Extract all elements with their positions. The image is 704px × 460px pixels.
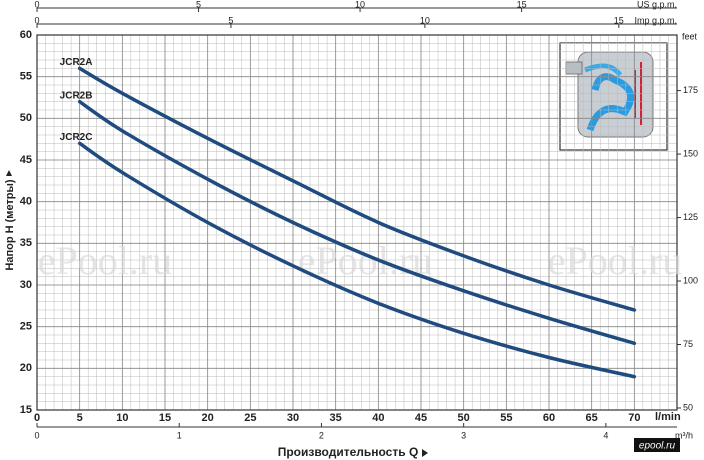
y-tick-label: 40 bbox=[20, 196, 32, 208]
watermark: ePool.ru bbox=[548, 238, 682, 283]
x-tick-label: 15 bbox=[159, 412, 171, 424]
watermark: ePool.ru bbox=[38, 238, 172, 283]
watermark: ePool.ru bbox=[298, 238, 432, 283]
y-tick-label: 20 bbox=[20, 362, 32, 374]
extra-axis-tick-label: 5 bbox=[196, 0, 201, 9]
x-tick-label: 35 bbox=[330, 412, 342, 424]
series-label: JCR2C bbox=[60, 132, 93, 143]
extra-axis-tick-label: 0 bbox=[34, 430, 39, 440]
pump-inlet bbox=[565, 61, 583, 75]
y-tick-label: 35 bbox=[20, 237, 32, 249]
series-label: JCR2A bbox=[60, 57, 93, 68]
extra-axis-tick-label: 3 bbox=[461, 430, 466, 440]
flow-arrow bbox=[584, 63, 623, 77]
x-tick-label: 30 bbox=[287, 412, 299, 424]
y-tick-label: 55 bbox=[20, 71, 32, 83]
extra-axis-tick-label: 10 bbox=[420, 15, 430, 25]
extra-axis-tick-label: 1 bbox=[177, 430, 182, 440]
extra-axis-tick-label: 15 bbox=[517, 0, 527, 9]
y2-axis-label: feet bbox=[682, 31, 698, 41]
x-tick-label: 40 bbox=[372, 412, 384, 424]
curve bbox=[77, 141, 637, 379]
curve bbox=[77, 99, 637, 346]
extra-axis-tick-label: 5 bbox=[228, 15, 233, 25]
x-axis-label: Производительность Q bbox=[278, 445, 419, 459]
x-arrow bbox=[422, 449, 428, 457]
y-tick-label: 15 bbox=[20, 404, 32, 416]
curve bbox=[77, 66, 637, 312]
x-tick-label: 10 bbox=[116, 412, 128, 424]
y-tick-label: 60 bbox=[20, 29, 32, 41]
y-tick-label: 50 bbox=[20, 112, 32, 124]
x-tick-label: 45 bbox=[415, 412, 427, 424]
y2-tick-label: 150 bbox=[683, 148, 698, 158]
y2-tick-label: 175 bbox=[683, 85, 698, 95]
extra-axis-tick-label: 0 bbox=[34, 0, 39, 9]
extra-axis-tick-label: 15 bbox=[614, 15, 624, 25]
x-tick-label: 70 bbox=[628, 412, 640, 424]
extra-axis-tick-label: 4 bbox=[603, 430, 608, 440]
y2-tick-label: 125 bbox=[683, 212, 698, 222]
pump-inset bbox=[559, 42, 668, 151]
extra-axis-tick-label: 2 bbox=[319, 430, 324, 440]
y2-tick-label: 75 bbox=[683, 339, 693, 349]
extra-axis-label: m³/h bbox=[675, 430, 693, 440]
y2-tick-label: 50 bbox=[683, 402, 693, 412]
logo-box bbox=[634, 438, 680, 452]
x-tick-label: 65 bbox=[586, 412, 598, 424]
extra-axis-tick-label: 0 bbox=[34, 15, 39, 25]
x-unit: l/min bbox=[655, 411, 681, 423]
series-label: JCR2B bbox=[60, 90, 93, 101]
x-tick-label: 60 bbox=[543, 412, 555, 424]
y-tick-label: 25 bbox=[20, 321, 32, 333]
y2-tick-label: 100 bbox=[683, 275, 698, 285]
x-tick-label: 50 bbox=[458, 412, 470, 424]
y-tick-label: 30 bbox=[20, 279, 32, 291]
logo: epool.ru bbox=[639, 441, 676, 452]
extra-axis-label: US g.p.m. bbox=[637, 0, 677, 9]
y-axis-label: Напор H (метры) bbox=[4, 179, 16, 270]
extra-axis-tick-label: 10 bbox=[355, 0, 365, 9]
extra-axis-label: Imp g.p.m. bbox=[634, 15, 677, 25]
flow-arrow bbox=[586, 73, 635, 132]
x-tick-label: 55 bbox=[500, 412, 512, 424]
y-arrow bbox=[6, 170, 12, 176]
x-tick-label: 20 bbox=[202, 412, 214, 424]
y-tick-label: 45 bbox=[20, 154, 32, 166]
x-tick-label: 25 bbox=[244, 412, 256, 424]
x-tick-label: 5 bbox=[77, 412, 83, 424]
x-tick-label: 0 bbox=[34, 412, 40, 424]
